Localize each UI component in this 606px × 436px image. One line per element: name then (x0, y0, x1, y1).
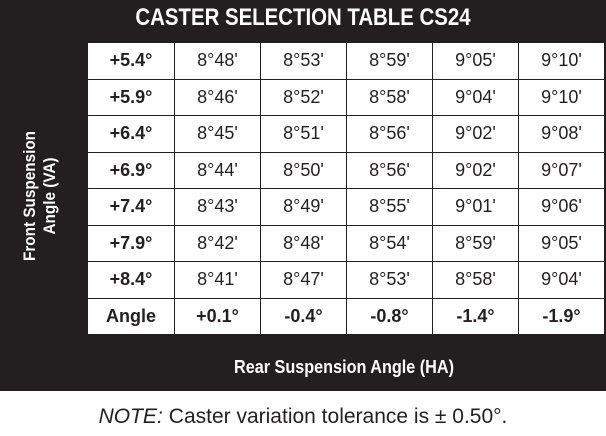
table-cell: -1.9° (518, 297, 605, 335)
table-cell: 9°04' (518, 261, 605, 299)
table-cell: 8°47' (260, 261, 347, 299)
table-cell: 8°59' (432, 224, 519, 262)
table-cell: 8°50' (260, 151, 347, 189)
table-cell: +0.1° (174, 297, 261, 335)
row-header: +7.9° (87, 224, 175, 262)
table-cell: 9°08' (518, 115, 605, 153)
table-row: +5.9° 8°46' 8°52' 8°58' 9°04' 9°10' (87, 78, 605, 116)
row-header: +5.4° (87, 42, 175, 80)
table-cell: 8°44' (174, 151, 261, 189)
table-row: +8.4° 8°41' 8°47' 8°53' 8°58' 9°04' (87, 261, 605, 299)
table-cell: 8°52' (260, 78, 347, 116)
row-header: +7.4° (87, 188, 175, 226)
title: CASTER SELECTION TABLE CS24 (135, 4, 471, 31)
row-header: +6.9° (87, 151, 175, 189)
table-cell: 8°53' (346, 261, 433, 299)
table-row: +7.9° 8°42' 8°48' 8°54' 8°59' 9°05' (87, 224, 605, 262)
table-cell: 8°45' (174, 115, 261, 153)
row-header: +6.4° (87, 115, 175, 153)
table-cell: 8°48' (260, 224, 347, 262)
table-cell: 8°51' (260, 115, 347, 153)
table-cell: 8°41' (174, 261, 261, 299)
table-row: +6.4° 8°45' 8°51' 8°56' 9°02' 9°08' (87, 115, 605, 153)
table-cell: 9°06' (518, 188, 605, 226)
table-row: +5.4° 8°48' 8°53' 8°59' 9°05' 9°10' (87, 42, 605, 80)
table-cell: 8°46' (174, 78, 261, 116)
table-cell: 9°05' (432, 42, 519, 80)
table-cell: 8°42' (174, 224, 261, 262)
table-cell: 8°54' (346, 224, 433, 262)
table-cell: -0.8° (346, 297, 433, 335)
table-cell: 8°58' (432, 261, 519, 299)
table-cell: 9°02' (432, 115, 519, 153)
table-cell: 9°04' (432, 78, 519, 116)
note-text: Caster variation tolerance is ± 0.50°. (168, 405, 508, 428)
table-row: Angle +0.1° -0.4° -0.8° -1.4° -1.9° (87, 297, 605, 335)
row-header: +8.4° (87, 261, 175, 299)
note-label: NOTE: (98, 405, 163, 428)
row-axis-label: Front Suspension Angle (VA) (20, 130, 59, 262)
table-cell: 8°53' (260, 42, 347, 80)
table-cell: 9°02' (432, 151, 519, 189)
caster-table: +5.4° 8°48' 8°53' 8°59' 9°05' 9°10' +5.9° 8°46'… (87, 42, 605, 335)
column-axis-label: Rear Suspension Angle (HA) (234, 357, 454, 377)
table-frame: CASTER SELECTION TABLE CS24 Front Suspen… (0, 0, 606, 391)
table-cell: 8°48' (174, 42, 261, 80)
table-cell: 9°01' (432, 188, 519, 226)
table-cell: -1.4° (432, 297, 519, 335)
table-cell: 8°56' (346, 115, 433, 153)
table-cell: 8°59' (346, 42, 433, 80)
table-cell: 8°58' (346, 78, 433, 116)
note: NOTE: Caster variation tolerance is ± 0.5… (0, 405, 606, 429)
table-cell: 9°05' (518, 224, 605, 262)
row-header: +5.9° (87, 78, 175, 116)
table-cell: 8°56' (346, 151, 433, 189)
table-cell: 8°49' (260, 188, 347, 226)
table-cell: 9°07' (518, 151, 605, 189)
table-cell: 8°43' (174, 188, 261, 226)
table-cell: -0.4° (260, 297, 347, 335)
table-cell: 8°55' (346, 188, 433, 226)
row-header: Angle (87, 297, 175, 335)
table-cell: 9°10' (518, 78, 605, 116)
table-row: +6.9° 8°44' 8°50' 8°56' 9°02' 9°07' (87, 151, 605, 189)
table-cell: 9°10' (518, 42, 605, 80)
table-row: +7.4° 8°43' 8°49' 8°55' 9°01' 9°06' (87, 188, 605, 226)
